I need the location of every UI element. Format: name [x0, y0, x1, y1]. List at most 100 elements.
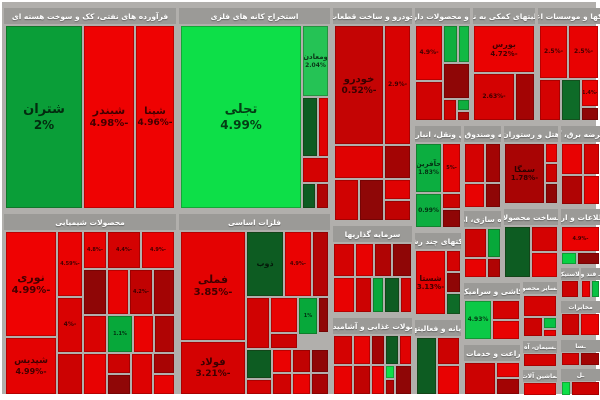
tile[interactable]	[447, 273, 460, 292]
tile[interactable]	[375, 244, 391, 276]
tile[interactable]	[386, 380, 394, 394]
tile[interactable]	[438, 338, 459, 364]
tile[interactable]	[544, 330, 556, 336]
tile[interactable]	[247, 350, 271, 378]
tile[interactable]	[154, 354, 174, 373]
tile[interactable]	[562, 80, 580, 120]
sector-header-auto[interactable]: خودرو و ساخت قطعات	[333, 8, 412, 24]
tile[interactable]	[488, 229, 500, 257]
sector-header-tiles-ceramics[interactable]: کاشی و سرامیک	[464, 283, 520, 299]
tile-شپنا[interactable]: شپنا -4.96%	[136, 26, 174, 208]
tile[interactable]	[373, 278, 383, 312]
tile[interactable]	[334, 244, 354, 276]
tile[interactable]	[581, 353, 599, 365]
tile[interactable]	[516, 74, 534, 120]
tile[interactable]: -2.5%	[540, 26, 567, 78]
tile[interactable]	[372, 366, 384, 394]
tile[interactable]	[497, 379, 519, 394]
tile[interactable]	[334, 336, 352, 364]
tile[interactable]	[546, 164, 557, 182]
tile[interactable]	[84, 270, 106, 314]
tile[interactable]	[465, 184, 484, 207]
tile[interactable]: -4.8%	[84, 232, 106, 268]
tile[interactable]	[486, 144, 500, 182]
tile-حآفرین[interactable]: حآفرین 1.83%	[416, 144, 441, 192]
tile[interactable]	[524, 383, 556, 395]
tile[interactable]	[581, 314, 599, 335]
tile[interactable]	[303, 184, 315, 208]
tile[interactable]	[247, 298, 269, 348]
tile[interactable]	[572, 382, 599, 395]
tile[interactable]: -4.59%	[58, 232, 82, 296]
tile[interactable]	[317, 184, 328, 208]
tile[interactable]: -4.9%	[142, 232, 174, 268]
sector-header-metal-products[interactable]: ـساخت محصولا	[504, 209, 558, 225]
tile[interactable]	[354, 336, 370, 364]
tile[interactable]	[293, 374, 310, 394]
tile[interactable]	[273, 350, 291, 372]
tile[interactable]	[524, 296, 556, 316]
tile[interactable]	[582, 108, 598, 120]
tile[interactable]	[84, 354, 106, 394]
tile[interactable]	[465, 363, 495, 394]
sector-header-banks[interactable]: ـانکها و موسسات اعت	[538, 8, 600, 24]
tile[interactable]	[134, 316, 153, 352]
tile[interactable]: 1.1%	[108, 316, 132, 352]
sector-header-metal-ore-mining[interactable]: استخراج کانه های فلزی	[179, 8, 330, 24]
sector-header-investments[interactable]: سرمایه گذاریها	[333, 226, 412, 242]
tile[interactable]	[372, 336, 384, 364]
sector-header-misc-1[interactable]: ـسا	[561, 340, 600, 352]
tile[interactable]	[544, 318, 556, 328]
sector-header-financial-auxiliary[interactable]: ـعالیتهای کمکی به نهاد	[473, 8, 535, 24]
tile[interactable]	[273, 374, 291, 394]
tile[interactable]	[58, 354, 82, 394]
tile-تجلی[interactable]: تجلی 4.99%	[181, 26, 301, 208]
tile[interactable]	[524, 318, 542, 336]
tile[interactable]	[396, 366, 411, 394]
tile[interactable]	[319, 98, 328, 156]
sector-header-food-beverage[interactable]: ـ محصولات غذایی و آشامیدنی به	[333, 318, 412, 334]
tile[interactable]	[465, 144, 484, 182]
tile-شستا[interactable]: شستا -3.13%	[416, 251, 445, 314]
tile[interactable]: 4.93%	[465, 301, 491, 339]
tile[interactable]: 0.99%	[416, 194, 441, 227]
tile[interactable]	[84, 316, 106, 352]
tile[interactable]	[562, 382, 570, 395]
tile[interactable]	[108, 270, 128, 314]
tile[interactable]	[562, 144, 582, 174]
tile-شتران[interactable]: شتران 2%	[6, 26, 82, 208]
tile[interactable]	[444, 26, 457, 62]
tile[interactable]	[584, 176, 599, 204]
tile[interactable]	[154, 270, 174, 314]
tile[interactable]	[417, 338, 436, 394]
tile[interactable]	[444, 100, 456, 120]
tile[interactable]	[293, 350, 310, 372]
tile[interactable]	[400, 336, 411, 364]
tile-بورس[interactable]: بورس -4.72%	[474, 26, 534, 72]
tile[interactable]	[465, 259, 486, 277]
tile[interactable]	[562, 314, 579, 335]
tile[interactable]	[493, 321, 519, 339]
tile[interactable]	[562, 253, 576, 264]
sector-header-insurance-pension[interactable]: ـیمه وصندوق باز	[464, 126, 501, 142]
tile[interactable]	[313, 232, 328, 296]
tile-ذوب[interactable]: ذوب	[247, 232, 283, 296]
sector-header-telecom[interactable]: مخابرات	[561, 301, 600, 313]
tile[interactable]	[132, 354, 152, 394]
sector-header-basic-metals[interactable]: فلزات اساسی	[179, 214, 330, 230]
tile[interactable]	[546, 144, 557, 162]
tile[interactable]	[312, 350, 328, 372]
tile[interactable]: -4.9%	[562, 227, 599, 251]
tile[interactable]	[386, 336, 398, 364]
tile[interactable]	[356, 244, 373, 276]
tile[interactable]	[386, 366, 394, 378]
tile[interactable]	[505, 227, 530, 277]
tile[interactable]	[562, 281, 578, 297]
tile[interactable]	[385, 201, 410, 220]
tile[interactable]	[465, 229, 486, 257]
tile[interactable]	[524, 354, 556, 366]
tile[interactable]	[488, 259, 500, 277]
tile[interactable]	[546, 184, 557, 203]
tile[interactable]: -2.5%	[569, 26, 598, 78]
sector-header-sugar[interactable]: ـ قند و	[581, 268, 600, 280]
